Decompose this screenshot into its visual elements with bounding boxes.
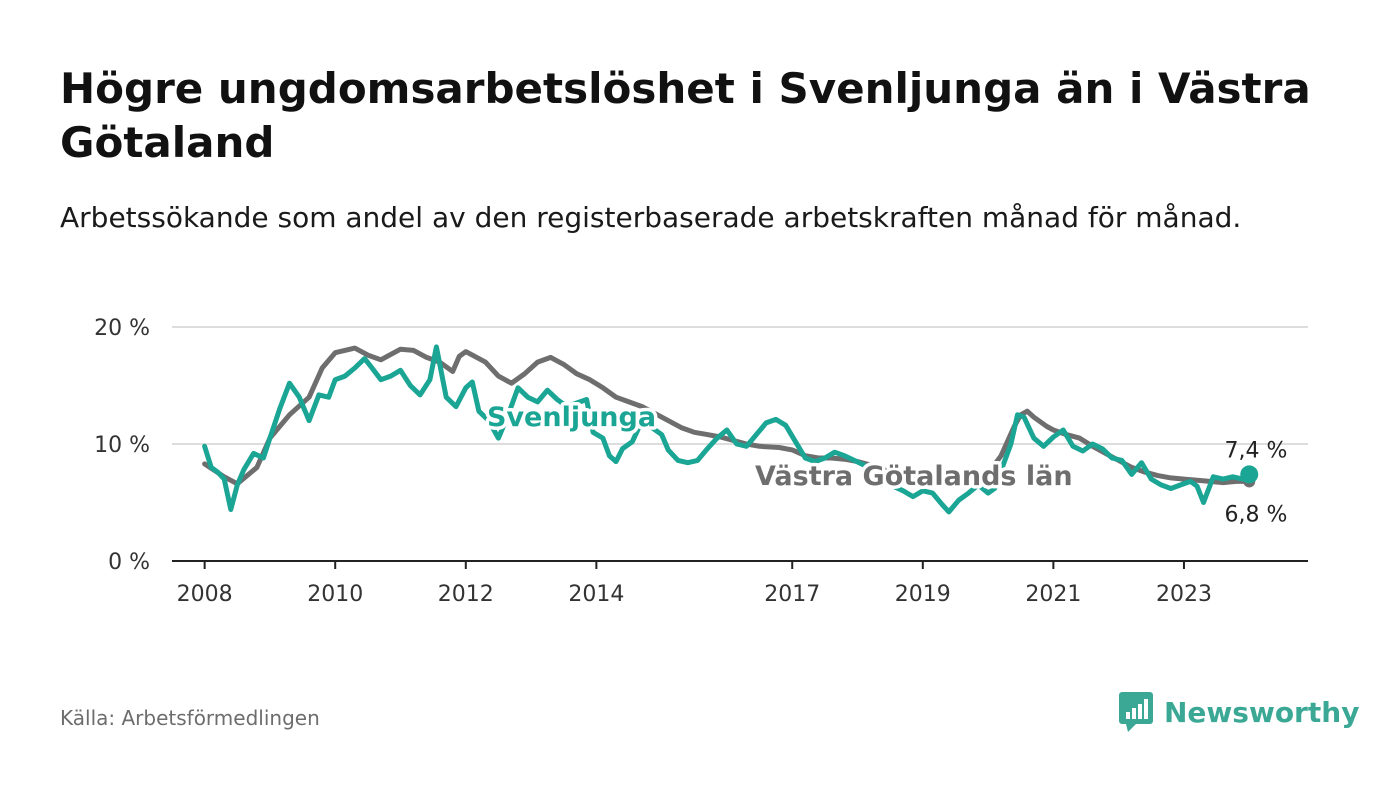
x-tick-label: 2012 <box>438 582 494 607</box>
brand-logo: Newsworthy <box>1118 690 1359 734</box>
series-line-local <box>202 344 1252 515</box>
source-note: Källa: Arbetsförmedlingen <box>60 706 320 730</box>
y-tick-label: 10 % <box>94 433 150 458</box>
x-tick-label: 2008 <box>177 582 233 607</box>
newsworthy-logo-icon <box>1119 692 1153 732</box>
series-line-region <box>202 345 1252 487</box>
chart-title: Högre ungdomsarbetslöshet i Svenljunga ä… <box>60 64 1311 167</box>
end-label-region: 6,8 % <box>1225 502 1288 527</box>
chart-subtitle: Arbetssökande som andel av den registerb… <box>60 201 1242 234</box>
series-layer <box>202 344 1259 515</box>
x-tick-label: 2014 <box>568 582 624 607</box>
series-label-region-halo: Västra Götalands län <box>755 461 1073 492</box>
y-tick-label: 20 % <box>94 316 150 341</box>
y-axis: 0 % 10 % 20 % <box>94 316 150 575</box>
x-tick-label: 2023 <box>1156 582 1212 607</box>
series-label-region: Västra Götalands län <box>755 461 1073 492</box>
end-label-local: 7,4 % <box>1225 438 1288 463</box>
x-tick-label: 2017 <box>764 582 820 607</box>
x-tick-label: 2021 <box>1025 582 1081 607</box>
brand-name: Newsworthy <box>1164 695 1360 729</box>
grid-layer <box>172 326 1308 445</box>
x-tick-label: 2019 <box>895 582 951 607</box>
y-tick-label: 0 % <box>108 550 150 575</box>
series-label-local: Svenljunga <box>487 402 656 433</box>
series-label-local-halo: Svenljunga <box>487 402 656 433</box>
end-point-local <box>1240 465 1259 484</box>
line-chart: 0 % 10 % 20 % 2008 2010 2012 2014 2017 2019 2021… <box>94 316 1308 607</box>
x-axis: 2008 2010 2012 2014 2017 2019 2021 2023 <box>172 560 1308 607</box>
x-tick-label: 2010 <box>307 582 363 607</box>
